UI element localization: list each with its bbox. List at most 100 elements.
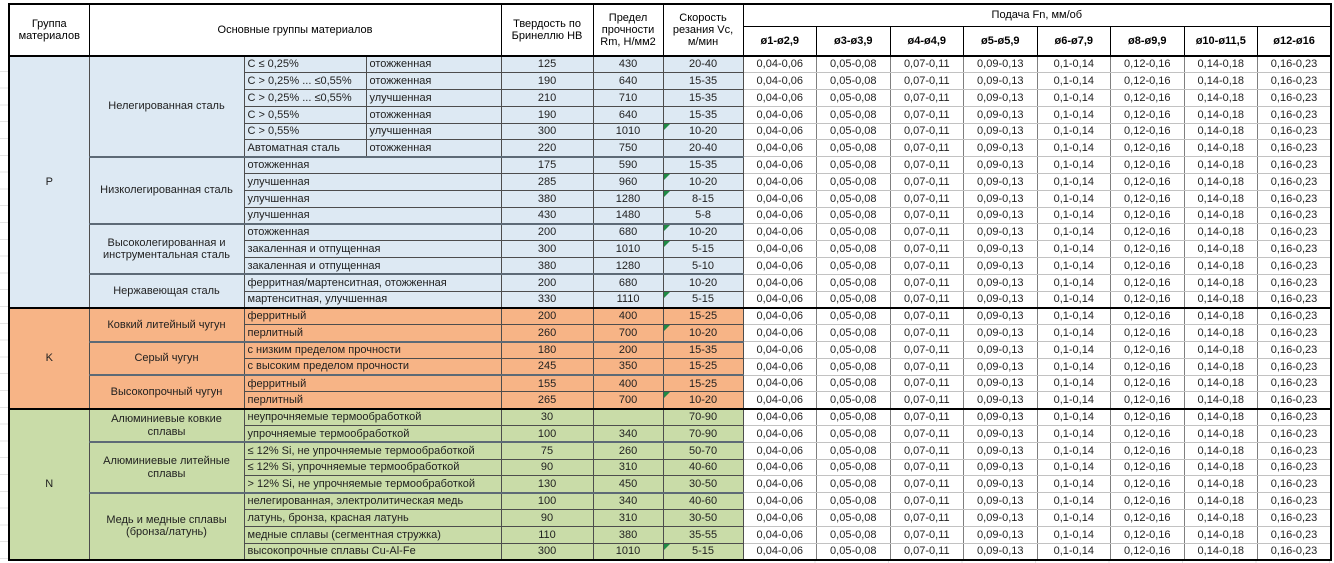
cell-feed: 0,12-0,16 [1110,542,1185,561]
cell-feed: 0,04-0,06 [742,525,818,544]
cell-feed: 0,1-0,14 [1036,72,1112,91]
cell-strength: 590 [592,155,664,175]
error-indicator-icon [664,241,670,248]
cell-feed: 0,14-0,18 [1183,425,1259,443]
cell-desc: улучшенная [243,189,502,208]
cell-desc: C > 0,55% [243,105,367,124]
cell-cutting-speed: 8-15 [662,189,744,208]
cell-strength: 450 [592,475,664,494]
cell-feed: 0,14-0,18 [1183,509,1259,527]
cell-feed: 0,16-0,23 [1257,257,1332,275]
cell-desc: мартенситная, улучшенная [243,290,502,309]
cell-cutting-speed: 10-20 [662,391,744,410]
cell-feed: 0,09-0,13 [963,542,1038,561]
cell-feed: 0,1-0,14 [1036,122,1112,141]
cell-feed: 0,09-0,13 [963,240,1038,259]
table-row: Высоколегированная и инструментальная ст… [9,222,1332,275]
cell-feed: 0,12-0,16 [1110,257,1185,275]
cell-desc: отожженная [243,155,502,175]
table-row: с высоким пределом прочности 245 350 15-25 0… [9,357,1332,376]
cell-hardness: 175 [500,155,594,175]
cell-desc: медные сплавы (сегментная стружка) [243,525,502,544]
header-diameter-range: ø1-ø2,9 [742,25,818,57]
cell-cutting-speed: 30-50 [662,509,744,527]
table-row: улучшенная 430 1480 5-8 0,04-0,06 0,05-0,08 0,… [9,206,1332,225]
cell-feed: 0,12-0,16 [1110,72,1185,91]
cell-feed: 0,07-0,11 [889,290,965,309]
cell-feed: 0,05-0,08 [816,290,891,309]
cell-feed: 0,12-0,16 [1110,441,1185,460]
cell-feed: 0,04-0,06 [742,306,818,326]
cell-block-name: Низколегированная сталь [88,155,245,225]
cell-feed: 0,16-0,23 [1257,306,1332,326]
cell-feed: 0,09-0,13 [963,105,1038,124]
cell-desc-2: отожженная [365,139,502,158]
cell-hardness: 430 [500,206,594,225]
cell-feed: 0,16-0,23 [1257,240,1332,259]
cell-cutting-speed: 15-35 [662,89,744,107]
cell-feed: 0,16-0,23 [1257,290,1332,309]
cell-desc: перлитный [243,324,502,343]
cell-desc: с низким пределом прочности [243,340,502,359]
cell-feed: 0,14-0,18 [1183,324,1259,343]
header-diameter-range: ø5-ø5,9 [963,25,1038,57]
cell-feed: 0,07-0,11 [889,525,965,544]
cell-feed: 0,12-0,16 [1110,89,1185,107]
cell-feed: 0,04-0,06 [742,441,818,460]
cell-feed: 0,04-0,06 [742,55,818,74]
cell-feed: 0,07-0,11 [889,72,965,91]
cell-feed: 0,05-0,08 [816,72,891,91]
cell-feed: 0,16-0,23 [1257,189,1332,208]
cell-strength: 640 [592,72,664,91]
cell-feed: 0,05-0,08 [816,458,891,477]
cell-feed: 0,07-0,11 [889,139,965,158]
cell-hardness: 90 [500,509,594,527]
cell-strength: 960 [592,173,664,191]
cell-feed: 0,14-0,18 [1183,257,1259,275]
cell-feed: 0,1-0,14 [1036,475,1112,494]
cell-strength: 350 [592,357,664,376]
cell-desc: улучшенная [243,173,502,191]
cell-feed: 0,09-0,13 [963,324,1038,343]
cell-feed: 0,05-0,08 [816,324,891,343]
cell-feed: 0,07-0,11 [889,122,965,141]
cell-strength: 680 [592,222,664,242]
cell-hardness: 300 [500,542,594,561]
cell-hardness: 155 [500,374,594,393]
table-row: Низколегированная сталь отожженная 175 590 1… [9,155,1332,225]
cell-feed: 0,07-0,11 [889,55,965,74]
cell-desc-2: отожженная [365,55,502,74]
cell-feed: 0,1-0,14 [1036,525,1112,544]
cell-feed: 0,04-0,06 [742,240,818,259]
cell-feed: 0,04-0,06 [742,223,818,242]
cell-feed: 0,04-0,06 [742,173,818,191]
cell-cutting-speed: 15-35 [662,105,744,124]
cell-desc: C > 0,55% [243,122,367,141]
cell-feed: 0,14-0,18 [1183,240,1259,259]
cell-cutting-speed: 10-20 [662,273,744,292]
cell-feed: 0,14-0,18 [1183,542,1259,561]
cell-feed: 0,16-0,23 [1257,156,1332,175]
cell-feed: 0,1-0,14 [1036,173,1112,191]
cell-feed: 0,09-0,13 [963,122,1038,141]
cell-feed: 0,16-0,23 [1257,542,1332,561]
cell-feed: 0,04-0,06 [742,492,818,511]
cell-feed: 0,16-0,23 [1257,458,1332,477]
cell-feed: 0,05-0,08 [816,525,891,544]
cell-feed: 0,05-0,08 [816,374,891,393]
table-row: латунь, бронза, красная латунь 90 310 30-50… [9,509,1332,527]
cell-cutting-speed: 40-60 [662,491,744,511]
cell-feed: 0,09-0,13 [963,475,1038,494]
cell-feed: 0,04-0,06 [742,206,818,225]
cell-strength: 430 [592,55,664,74]
error-indicator-icon [664,174,670,181]
cell-strength: 200 [592,340,664,359]
cell-feed: 0,09-0,13 [963,55,1038,74]
cell-block-name: Серый чугун [88,340,245,376]
cell-strength: 680 [592,273,664,292]
cell-feed: 0,14-0,18 [1183,122,1259,141]
cell-feed: 0,04-0,06 [742,72,818,91]
cell-desc: закаленная и отпущенная [243,240,502,259]
cell-feed: 0,16-0,23 [1257,525,1332,544]
cell-feed: 0,04-0,06 [742,122,818,141]
